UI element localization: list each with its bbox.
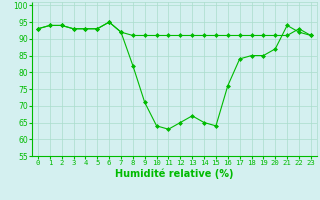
X-axis label: Humidité relative (%): Humidité relative (%) [115, 169, 234, 179]
